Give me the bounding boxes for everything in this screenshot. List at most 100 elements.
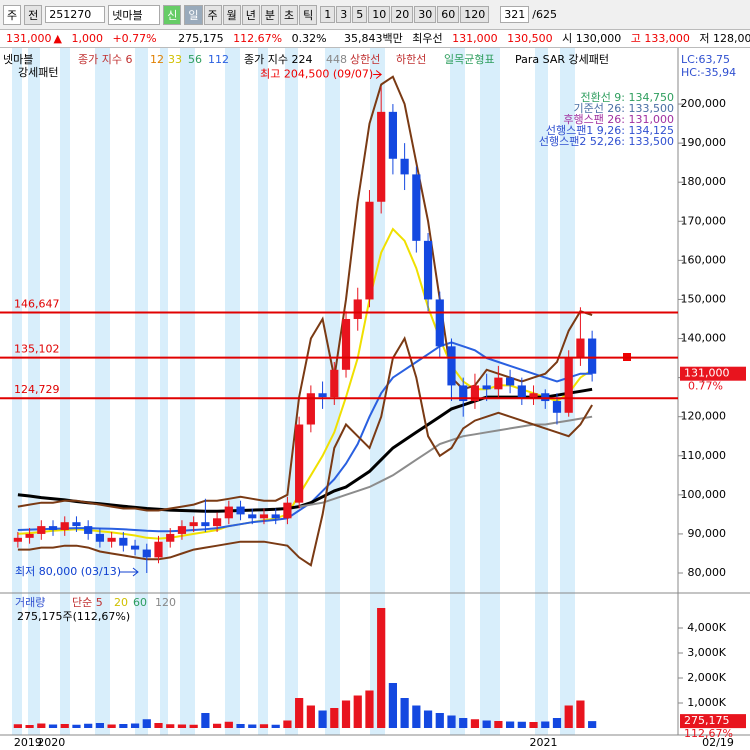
volume-bar [423, 710, 433, 728]
period-button[interactable]: 년 [241, 4, 260, 25]
candle-body [377, 111, 386, 202]
interval-button[interactable]: 3 [336, 6, 352, 23]
period-stripe [535, 48, 548, 735]
candle-body [60, 522, 69, 531]
candle-body [189, 522, 198, 527]
period-stripe [95, 48, 110, 735]
volume-bar [95, 723, 105, 728]
period-stripe [285, 48, 298, 735]
y-tick-label: 190,000 [681, 136, 727, 149]
period-button[interactable]: 초 [280, 4, 299, 25]
candle-body [142, 549, 151, 558]
candle-body [154, 541, 163, 558]
volume-tick-label: 4,000K [687, 621, 726, 634]
ichimoku-value: 선행스팬1 9,26: 134,125 [546, 124, 674, 137]
legend-upper: 상한선 [350, 53, 380, 66]
turnover: 0.32% [291, 32, 327, 45]
candle-body [517, 385, 526, 398]
interval-group: 1 3 5 10 20 30 60 120 [320, 6, 490, 23]
prev-button[interactable]: 전 [24, 4, 43, 25]
volume-tag [680, 714, 746, 729]
period-stripe [480, 48, 500, 735]
interval-button[interactable]: 120 [460, 6, 490, 23]
interval-button[interactable]: 10 [368, 6, 391, 23]
low: 저 128,000 [699, 32, 750, 45]
candle-body [564, 358, 573, 413]
period-button[interactable]: 주 [203, 4, 222, 25]
candle-body [412, 174, 421, 241]
period-button[interactable]: 분 [260, 4, 279, 25]
count: 321 [500, 6, 530, 23]
indicator-line [17, 336, 593, 567]
pattern-label: 강세패턴 [18, 66, 58, 79]
legend-ma-period: 33 [168, 53, 182, 66]
code-input[interactable]: 251270 [45, 6, 106, 23]
volume-bar [470, 719, 480, 728]
interval-button[interactable]: 1 [320, 6, 336, 23]
volume-bar [330, 708, 339, 728]
period-stripe [28, 48, 40, 735]
candle-body [119, 537, 128, 546]
candle-body [48, 526, 58, 531]
period-button[interactable]: 일 [184, 4, 203, 25]
period-button[interactable]: 틱 [299, 4, 318, 25]
low-arrow [120, 567, 139, 577]
volume-bar [130, 723, 140, 728]
candle-body [283, 502, 292, 519]
interval-button[interactable]: 5 [352, 6, 368, 23]
candle-body [107, 537, 116, 542]
candle-body [588, 338, 597, 374]
y-tick-label: 200,000 [681, 97, 727, 110]
period-stripe [160, 48, 168, 735]
interval-button[interactable]: 20 [391, 6, 414, 23]
interval-button[interactable]: 30 [414, 6, 437, 23]
price-tag-rate: 0.77% [688, 380, 723, 393]
level-label: 135,102 [14, 343, 60, 356]
volume-bar [72, 724, 81, 728]
y-tick-label: 180,000 [681, 175, 727, 188]
volume-bar [48, 724, 58, 728]
y-tick-label: 120,000 [681, 410, 727, 423]
candle-body [177, 526, 187, 534]
volume-bar [412, 705, 421, 728]
volume-bar [259, 724, 269, 728]
volume-bar [119, 724, 128, 728]
volume-bar [201, 713, 210, 728]
volume-bar [388, 683, 398, 728]
interval-button[interactable]: 60 [437, 6, 460, 23]
volume-tick-label: 3,000K [687, 646, 726, 659]
volume-bar [84, 723, 93, 728]
indicator-line [17, 75, 593, 512]
volume-bar [236, 724, 245, 728]
change: 1,000 [71, 32, 103, 45]
legend-sar: Para SAR 강세패턴 [515, 53, 609, 66]
volume-bar [494, 721, 503, 728]
candle-body [541, 393, 550, 402]
hc: HC:-35,94 [681, 66, 736, 79]
credit-button[interactable]: 신 [163, 4, 182, 25]
volume-bar [248, 724, 257, 728]
candle-body [224, 506, 233, 519]
candle-body [400, 158, 409, 175]
volume-tag-rate: 112,67% [684, 727, 733, 740]
period-button[interactable]: 월 [222, 4, 241, 25]
volume-bar [377, 608, 386, 728]
x-tick-label: 2021 [530, 736, 558, 749]
period-stripe [370, 48, 385, 735]
volume-bar [107, 724, 116, 728]
indicator-line [298, 415, 593, 508]
candle-body [84, 526, 93, 534]
x-tick-label: 2019 [14, 736, 42, 749]
y-tick-label: 80,000 [688, 566, 727, 579]
volume-bar [25, 725, 34, 728]
market-select[interactable]: 주 [3, 4, 22, 25]
price-tag [680, 366, 746, 381]
y-tick-label: 160,000 [681, 253, 727, 266]
volume-bar [177, 724, 187, 728]
volume-bar [552, 718, 562, 728]
volume-bar [318, 710, 327, 728]
period-stripe [12, 48, 22, 735]
y-tick-label: 110,000 [681, 449, 727, 462]
candle-body [435, 299, 444, 347]
volume-bar [283, 720, 292, 728]
